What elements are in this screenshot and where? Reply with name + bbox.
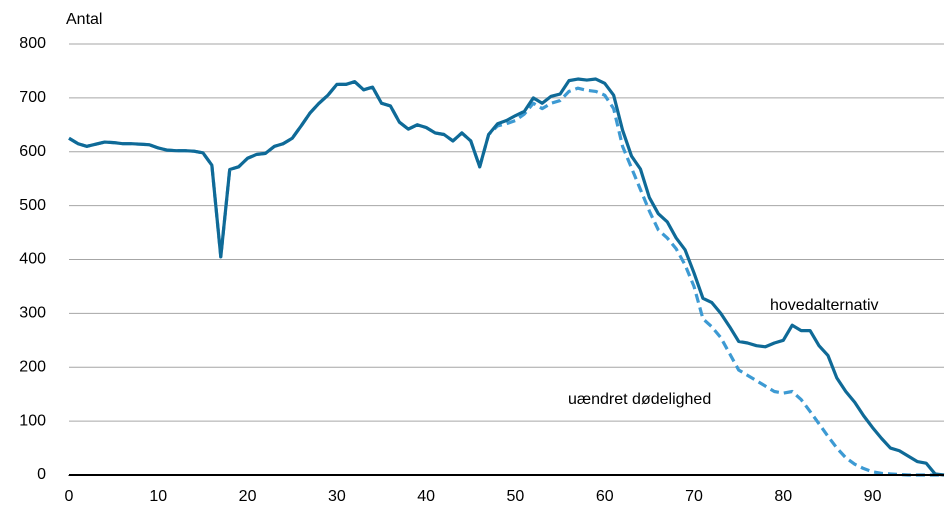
x-tick-label: 50 — [507, 488, 525, 505]
series-label: hovedalternativ — [770, 297, 879, 314]
x-tick-label: 90 — [864, 488, 882, 505]
y-tick-label: 200 — [19, 358, 46, 375]
y-tick-label: 400 — [19, 251, 46, 268]
y-tick-label: 300 — [19, 305, 46, 322]
x-tick-label: 60 — [596, 488, 614, 505]
y-tick-label: 600 — [19, 143, 46, 160]
series-line — [68, 77, 945, 477]
y-tick-label: 500 — [19, 197, 46, 214]
x-tick-label: 0 — [65, 488, 74, 505]
y-tick-label: 0 — [37, 466, 46, 483]
x-tick-label: 80 — [774, 488, 792, 505]
x-tick-label: 30 — [328, 488, 346, 505]
x-tick-label: 10 — [149, 488, 167, 505]
series-label: uændret dødelighed — [568, 391, 711, 408]
y-axis-label: Antal — [66, 11, 102, 28]
x-tick-label: 40 — [417, 488, 435, 505]
y-tick-label: 100 — [19, 412, 46, 429]
y-tick-label: 800 — [19, 35, 46, 52]
x-tick-label: 70 — [685, 488, 703, 505]
x-tick-label: 20 — [239, 488, 257, 505]
series-line — [68, 80, 944, 477]
y-tick-label: 700 — [19, 89, 46, 106]
